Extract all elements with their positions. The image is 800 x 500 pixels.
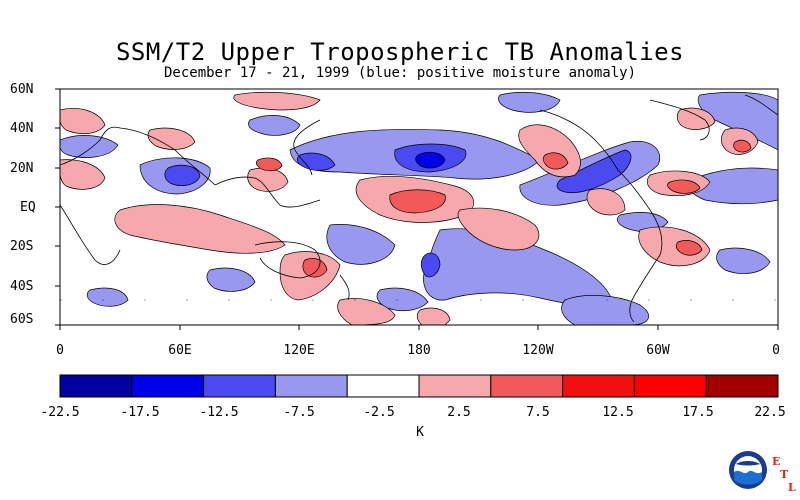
colorbar-swatch (203, 374, 276, 398)
anomaly-region (326, 224, 396, 265)
logo-letter: E (772, 455, 781, 468)
colorbar-tick-label: -7.5 (283, 405, 315, 420)
anomaly-region (164, 164, 201, 186)
anomaly-region (667, 179, 701, 194)
noaa-logo-icon (729, 451, 767, 489)
anomaly-fields (60, 91, 778, 325)
colorbar-units: K (416, 425, 424, 440)
lon-label: 120W (522, 343, 554, 358)
lon-label: 120E (283, 343, 315, 358)
colorbar-tick-label: 12.5 (602, 405, 634, 420)
coastline (119, 127, 216, 186)
lat-label: 40S (10, 279, 34, 294)
anomaly-region (114, 204, 286, 254)
anomaly-region (638, 226, 711, 267)
lon-label: 180 (407, 343, 431, 358)
anomaly-region (416, 307, 451, 325)
map-subtitle: December 17 - 21, 1999 (blue: positive m… (163, 65, 636, 81)
anomaly-region (498, 91, 561, 113)
lat-label: 20N (10, 161, 34, 176)
coastline (60, 204, 121, 265)
anomaly-region (147, 127, 196, 150)
lat-label: 60S (10, 312, 34, 327)
lon-label: 0 (772, 343, 780, 358)
anomaly-region (676, 107, 716, 130)
colorbar-tick-label: -2.5 (363, 405, 395, 420)
logo-letter: L (788, 481, 796, 494)
anomaly-region (302, 258, 328, 278)
colorbar-swatch (131, 374, 205, 398)
lon-label: 60W (646, 343, 670, 358)
colorbar-tick-label: -12.5 (199, 405, 239, 420)
colorbar-swatch (418, 374, 492, 398)
axis-ticks (55, 88, 779, 330)
anomaly-region (457, 207, 540, 251)
colorbar-tick-label: 22.5 (754, 405, 786, 420)
anomaly-region (561, 295, 650, 325)
colorbar-tick-label: 7.5 (526, 405, 550, 420)
anomaly-region (60, 159, 106, 190)
anomaly-region (675, 240, 703, 256)
coastline (339, 274, 350, 301)
lon-label: 60E (168, 343, 192, 358)
colorbar-tick-label: -17.5 (120, 405, 160, 420)
colorbar-swatch (274, 374, 348, 398)
anomaly-region (337, 298, 396, 325)
anomaly-region (415, 151, 446, 169)
colorbar-swatch (562, 374, 635, 398)
coastlines (60, 94, 778, 323)
anomaly-region (296, 152, 336, 171)
colorbar (59, 374, 779, 398)
colorbar-tick-label: -22.5 (40, 405, 80, 420)
coastline (617, 169, 663, 323)
coastline (649, 99, 710, 141)
anomaly-region (60, 108, 106, 135)
anomaly-region (206, 267, 256, 292)
lat-label: EQ (20, 200, 36, 215)
colorbar-swatch (490, 374, 564, 398)
anomaly-region (248, 115, 301, 136)
colorbar-tick-label: 2.5 (447, 405, 471, 420)
colorbar-swatch (633, 374, 707, 398)
coastline (539, 109, 619, 171)
lat-label: 40N (10, 121, 34, 136)
anomaly-region (733, 139, 752, 153)
anomaly-region (542, 152, 569, 170)
map-title: SSM/T2 Upper Tropospheric TB Anomalies (115, 38, 685, 66)
lat-label: 60N (10, 82, 34, 97)
coastline (60, 126, 121, 166)
anomaly-region (586, 188, 626, 216)
anomaly-region (389, 189, 446, 214)
coastline (293, 119, 321, 176)
anomaly-region (255, 157, 283, 172)
anomaly-region (233, 91, 321, 111)
coastline (254, 241, 321, 279)
logo-letter: T (780, 468, 789, 481)
coastline (744, 94, 778, 116)
colorbar-tick-label: 17.5 (682, 405, 714, 420)
colorbar-swatch (705, 374, 779, 398)
anomaly-region (86, 287, 129, 307)
anomaly-region (420, 252, 441, 278)
colorbar-swatch (59, 374, 133, 398)
lat-label: 20S (10, 239, 34, 254)
colorbar-swatch (346, 374, 420, 398)
anomaly-region (716, 247, 771, 274)
anomaly-region (376, 287, 429, 312)
coastline (214, 176, 321, 208)
lon-label: 0 (56, 343, 64, 358)
